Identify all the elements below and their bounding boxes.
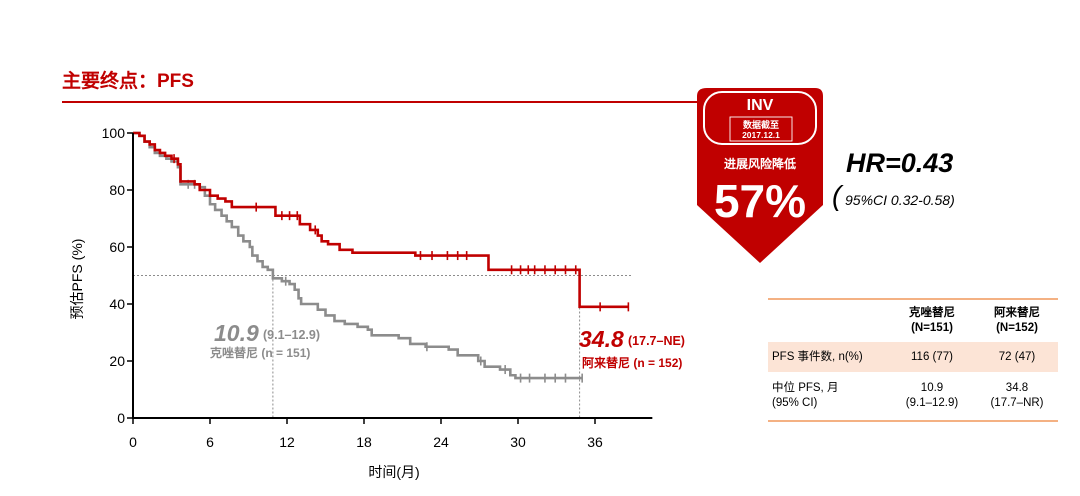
median-annotation-series-1: 10.9 (9.1–12.9) 克唑替尼 (n = 151): [210, 320, 320, 360]
arm-name: 阿来替尼: [582, 355, 630, 370]
arm-n: (n = 152): [633, 356, 682, 370]
hazard-ratio-value: HR=0.43: [846, 148, 954, 178]
median-annotation-series-2: 34.8 (17.7–NE) 阿来替尼 (n = 152): [579, 326, 685, 370]
x-axis-title: 时间(月): [368, 464, 419, 480]
y-tick-label: 40: [109, 296, 125, 312]
column-name: 阿来替尼: [994, 307, 1040, 320]
table-header-cell: 阿来替尼 (N=152): [976, 306, 1058, 336]
badge-inv-label: INV: [747, 97, 774, 114]
arm-n: (n = 151): [261, 346, 310, 360]
column-name: 克唑替尼: [909, 307, 955, 320]
table-row: PFS 事件数, n(%) 116 (77) 72 (47): [768, 342, 1058, 372]
row-label: 中位 PFS, 月 (95% CI): [768, 381, 888, 411]
x-tick-label: 36: [587, 434, 603, 450]
median-ci-label: (9.1–12.9): [263, 328, 320, 342]
median-reference-lines: [133, 275, 632, 418]
survival-curves: [133, 131, 630, 383]
arm-label: 阿来替尼 (n = 152): [582, 355, 682, 370]
x-tick-label: 0: [129, 434, 137, 450]
median-value-label: 10.9: [214, 320, 259, 346]
table-cell: 72 (47): [998, 350, 1036, 363]
badge-cutoff-box: [729, 116, 793, 142]
risk-reduction-badge: INV 数据截至 2017.12.1 进展风险降低 57%: [697, 88, 823, 263]
x-tick-label: 6: [206, 434, 214, 450]
table-cell: 116 (77): [911, 350, 953, 363]
table-header-row: 克唑替尼 (N=151) 阿来替尼 (N=152): [768, 300, 1058, 342]
x-tick-label: 18: [356, 434, 372, 450]
y-tick-label: 100: [102, 125, 126, 141]
cell-ci: (17.7–NR): [990, 397, 1044, 409]
table-cell: 34.8 (17.7–NR): [976, 381, 1058, 411]
row-label-sub: (95% CI): [772, 397, 818, 409]
arm-label: 克唑替尼 (n = 151): [210, 345, 310, 360]
table-row: 中位 PFS, 月 (95% CI) 10.9 (9.1–12.9) 34.8 …: [768, 372, 1058, 420]
x-tick-label: 24: [433, 434, 449, 450]
x-tick-label: 30: [510, 434, 526, 450]
survival-curve-series-1: [133, 131, 583, 380]
badge-risk-text: 进展风险降低: [724, 156, 796, 171]
page-title: 主要终点：PFS: [62, 71, 194, 92]
badge-risk-value: 57%: [714, 175, 806, 227]
table-cell: 10.9 (9.1–12.9): [888, 381, 976, 411]
column-n: (N=151): [911, 322, 953, 334]
hazard-ratio-ci-open-paren: (: [832, 180, 842, 211]
cell-ci: (9.1–12.9): [905, 397, 959, 409]
survival-curve-series-2: [133, 131, 629, 309]
pfs-kaplan-meier-chart: 0 20 40 60 80 100 0 6 12 18 24 30 36 时间(月) 预估PFS (%)…: [69, 125, 685, 480]
chart-axes: 0 20 40 60 80 100 0 6 12 18 24 30 36: [102, 125, 653, 450]
table-header-cell: 克唑替尼 (N=151): [888, 306, 976, 336]
row-label: PFS 事件数, n(%): [772, 350, 863, 363]
column-n: (N=152): [996, 322, 1038, 334]
badge-cutoff-label: 数据截至: [743, 119, 779, 130]
row-label-main: 中位 PFS, 月: [772, 382, 839, 395]
x-tick-label: 12: [279, 434, 295, 450]
y-tick-label: 20: [109, 353, 125, 369]
y-tick-label: 60: [109, 239, 125, 255]
efficacy-summary-table: 克唑替尼 (N=151) 阿来替尼 (N=152) PFS 事件数, n(%) …: [768, 298, 1058, 422]
y-axis-title: 预估PFS (%): [69, 239, 85, 320]
cell-value: 10.9: [920, 382, 944, 395]
title-underline: [62, 101, 702, 103]
y-tick-label: 0: [117, 410, 125, 426]
y-tick-label: 80: [109, 182, 125, 198]
badge-cutoff-date: 2017.12.1: [742, 130, 780, 140]
arm-name: 克唑替尼: [210, 345, 258, 360]
cell-value: 34.8: [1005, 382, 1029, 395]
median-ci-label: (17.7–NE): [628, 334, 685, 348]
badge-inv-frame: [703, 91, 817, 145]
median-value-label: 34.8: [579, 326, 624, 352]
hazard-ratio-ci: 95%CI 0.32-0.58): [845, 192, 955, 208]
